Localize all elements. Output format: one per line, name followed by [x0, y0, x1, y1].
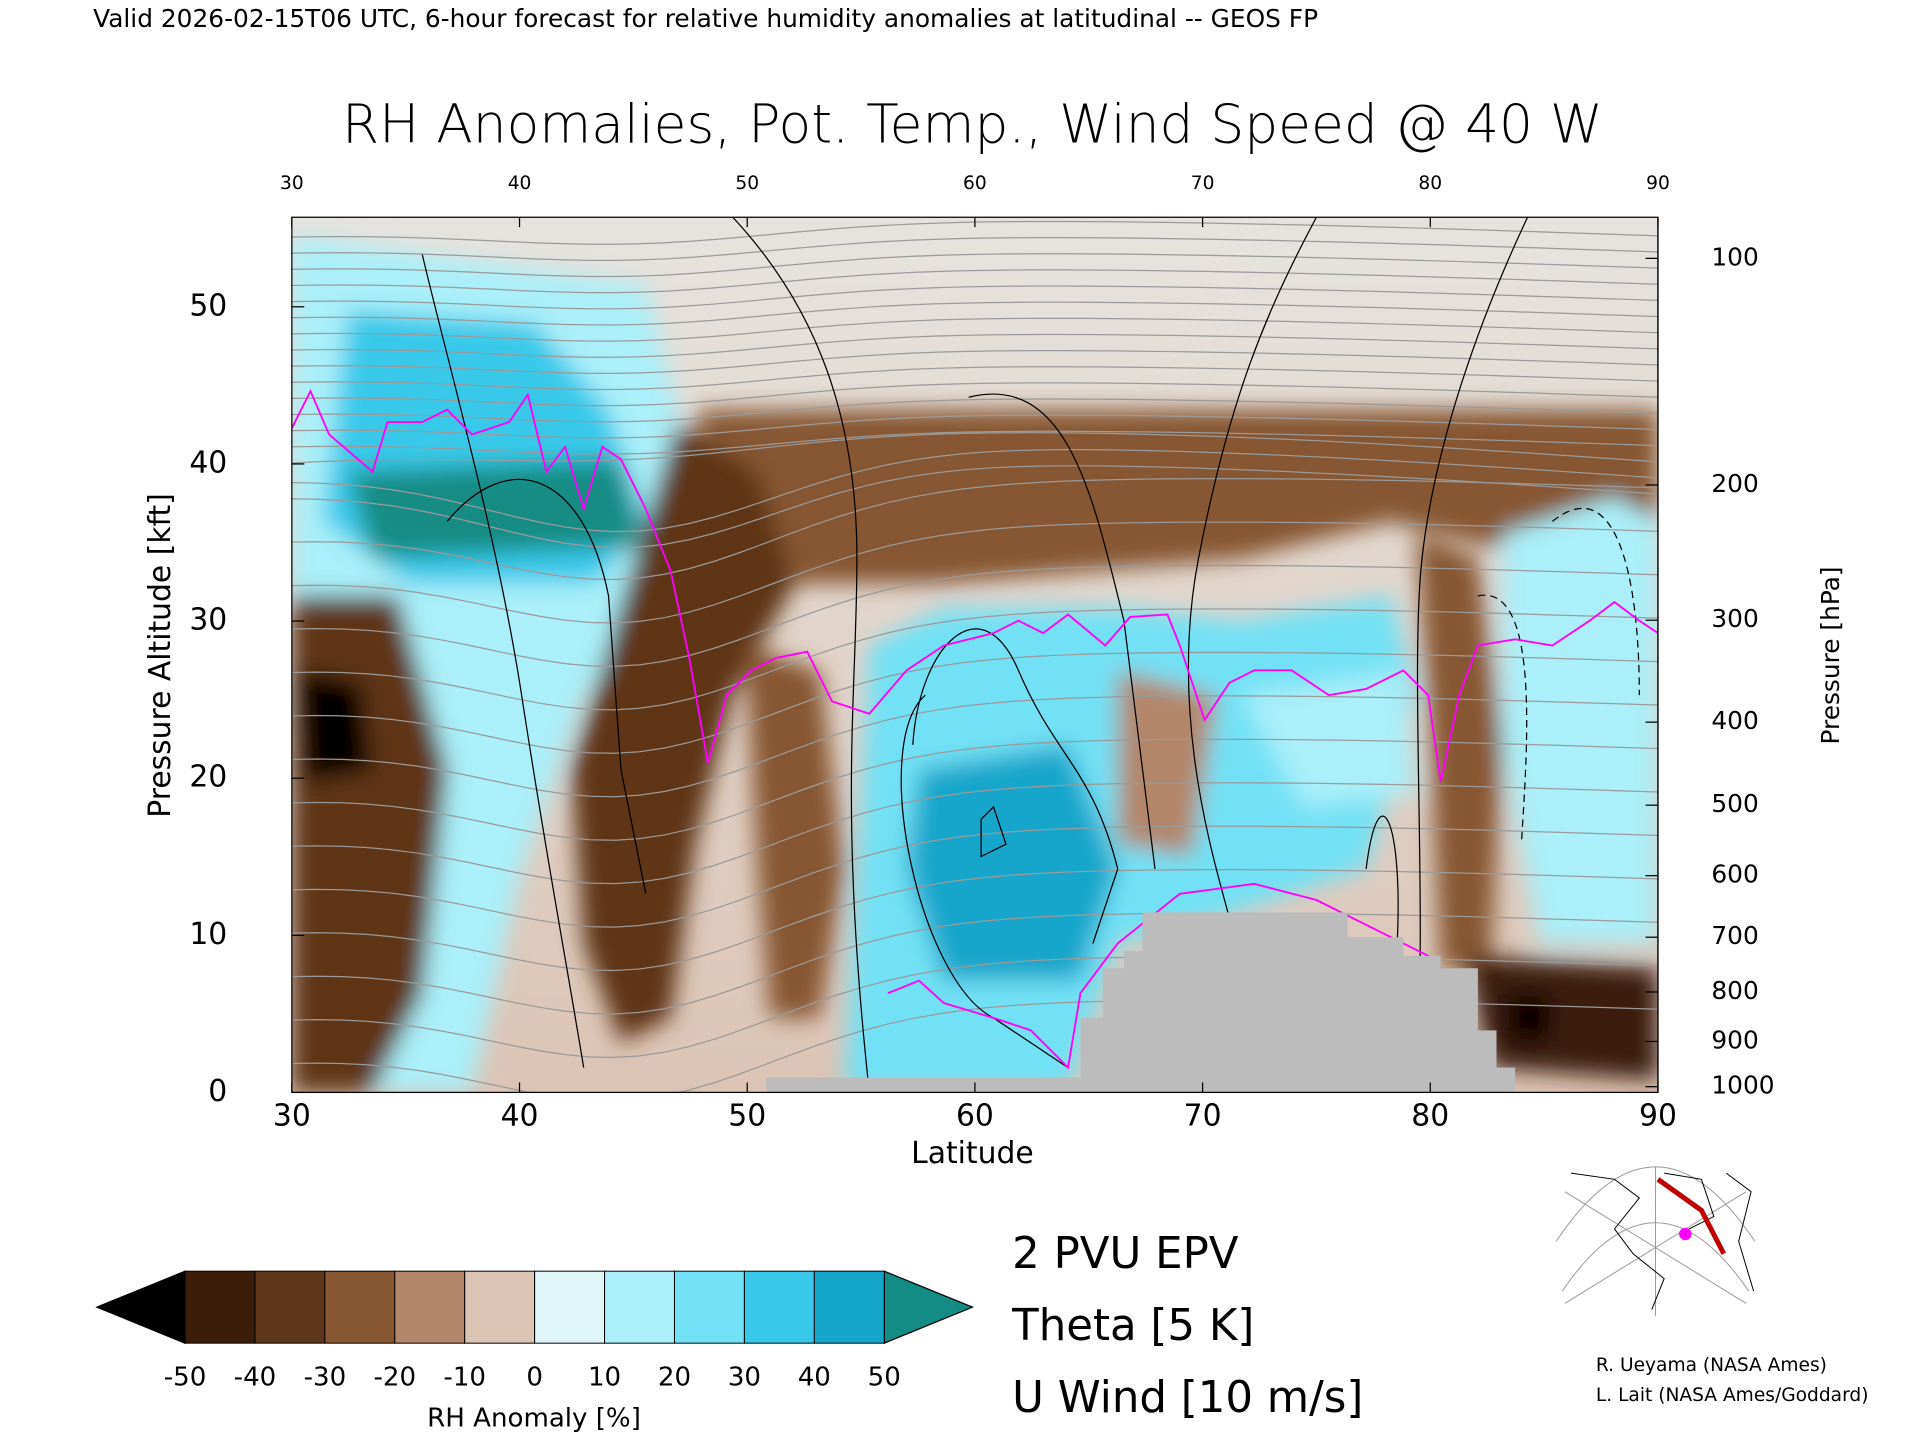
theta-contour — [291, 430, 1658, 455]
x2-tick-label: 40 — [508, 173, 532, 194]
theta-contour — [291, 317, 1658, 342]
y2-tick-label: 600 — [1711, 860, 1758, 889]
theta-contour — [291, 237, 1658, 262]
y2-tick-label: 800 — [1711, 976, 1758, 1005]
x2-tick-label: 60 — [963, 173, 987, 194]
theta-contour — [291, 651, 1658, 754]
theta-contour — [291, 449, 1658, 533]
legend-entry: U Wind [10 m/s] — [1012, 1373, 1363, 1423]
y2-tick-label: 900 — [1711, 1025, 1758, 1054]
theta-contour — [291, 465, 1658, 549]
theta-contour — [291, 912, 1658, 1015]
y2-axis-label: Pressure [hPa] — [1816, 566, 1845, 744]
y2-tick-label: 300 — [1711, 604, 1758, 633]
x-tick-label: 40 — [501, 1099, 539, 1134]
y2-tick-label: 200 — [1711, 469, 1758, 498]
colorbar-tick-label: 40 — [798, 1362, 831, 1392]
theta-contour — [291, 782, 1658, 885]
colorbar-tick-label: 20 — [658, 1362, 691, 1392]
y2-tick-label: 100 — [1711, 242, 1758, 271]
theta-contour — [291, 432, 1658, 464]
y2-tick-label: 700 — [1711, 921, 1758, 950]
colorbar-segment — [394, 1270, 466, 1344]
credit: R. Ueyama (NASA Ames) — [1596, 1355, 1827, 1376]
x-tick-label: 80 — [1411, 1099, 1449, 1134]
colorbar-segment — [254, 1270, 326, 1344]
pv-contour — [887, 882, 1467, 1070]
y2-tick-label: 1000 — [1711, 1071, 1774, 1100]
terrain — [766, 912, 1516, 1093]
colorbar-segment — [604, 1270, 675, 1344]
pv-contour — [291, 388, 1658, 783]
field — [291, 217, 1658, 1093]
colorbar-tick-label: 30 — [728, 1362, 761, 1392]
theta-contours — [291, 220, 1658, 1093]
x2-tick-label: 70 — [1191, 173, 1215, 194]
x2-tick-label: 30 — [280, 173, 304, 194]
theta-contour — [291, 333, 1658, 358]
theta-contour — [291, 564, 1658, 668]
y2-tick-label: 400 — [1711, 706, 1758, 735]
colorbar-tick-label: -20 — [374, 1362, 417, 1392]
x-axis-label: Latitude — [911, 1136, 1034, 1171]
legend-entry: Theta [5 K] — [1011, 1301, 1254, 1351]
colorbar-segment — [464, 1270, 536, 1344]
theta-contour — [291, 349, 1658, 374]
header: Valid 2026-02-15T06 UTC, 6-hour forecast… — [93, 4, 1318, 33]
colorbar-segment — [743, 1270, 815, 1344]
colorbar-tick-label: 0 — [526, 1362, 543, 1392]
y-axis-label: Pressure Altitude [kft] — [143, 493, 178, 818]
theta-contour — [291, 301, 1658, 326]
colorbar-over — [883, 1270, 975, 1345]
colorbar-segment — [184, 1270, 256, 1344]
theta-contour — [291, 398, 1658, 423]
y-tick-label: 30 — [189, 603, 227, 638]
colorbar-label: RH Anomaly [%] — [427, 1403, 641, 1433]
y2-tick-label: 500 — [1711, 789, 1758, 818]
colorbar-under — [95, 1270, 186, 1345]
colorbar-tick-label: -10 — [443, 1362, 486, 1392]
x-tick-label: 50 — [728, 1099, 766, 1134]
y-tick-label: 0 — [208, 1074, 227, 1109]
credit: L. Lait (NASA Ames/Goddard) — [1596, 1385, 1869, 1406]
theta-contour — [291, 608, 1658, 711]
x-tick-label: 70 — [1184, 1099, 1222, 1134]
y-tick-label: 50 — [189, 288, 227, 323]
theta-contour — [291, 253, 1658, 278]
x2-tick-label: 80 — [1418, 173, 1442, 194]
theta-contour — [291, 414, 1658, 439]
colorbar-tick-label: -30 — [304, 1362, 347, 1392]
chart-title: RH Anomalies, Pot. Temp., Wind Speed @ 4… — [342, 93, 1603, 156]
y-tick-label: 20 — [189, 760, 227, 795]
theta-contour — [291, 366, 1658, 391]
colorbar-tick-label: -50 — [164, 1362, 207, 1392]
theta-contour — [291, 285, 1658, 310]
colorbar-tick-label: 50 — [868, 1362, 901, 1392]
theta-contour — [291, 825, 1658, 928]
theta-contour — [291, 695, 1658, 798]
wind-contours — [421, 217, 1640, 1093]
colorbar-segment — [534, 1270, 606, 1344]
theta-contour — [291, 269, 1658, 294]
colorbar-segment — [324, 1270, 396, 1344]
legend-entry: 2 PVU EPV — [1012, 1229, 1239, 1279]
x2-tick-label: 50 — [735, 173, 759, 194]
x-tick-label: 90 — [1639, 1099, 1677, 1134]
x2-tick-label: 90 — [1646, 173, 1670, 194]
colorbar-segment — [673, 1270, 745, 1344]
colorbar-tick-label: -40 — [234, 1362, 277, 1392]
y-tick-label: 10 — [189, 917, 227, 952]
x-tick-label: 60 — [956, 1099, 994, 1134]
colorbar-tick-label: 10 — [588, 1362, 621, 1392]
x-tick-label: 30 — [273, 1099, 311, 1134]
theta-contour — [291, 738, 1658, 841]
theta-contour — [291, 478, 1658, 581]
y-tick-label: 40 — [189, 445, 227, 480]
theta-contour — [291, 869, 1658, 972]
theta-contour — [291, 521, 1658, 624]
colorbar-segment — [813, 1270, 885, 1344]
locator-map — [1555, 1166, 1756, 1316]
theta-contour — [291, 382, 1658, 407]
